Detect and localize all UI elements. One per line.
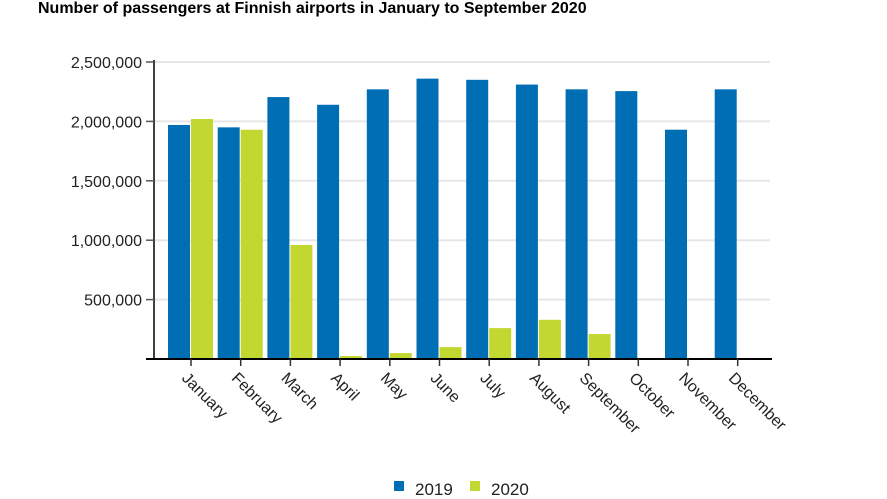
y-tick-label: 2,500,000 <box>71 55 142 72</box>
bar-2020-january <box>191 119 213 359</box>
bar-2020-september <box>588 334 611 359</box>
bar-2020-july <box>489 328 512 359</box>
axes <box>146 60 772 360</box>
bar-2019-november <box>665 129 687 359</box>
bar-2019-september <box>565 89 588 359</box>
x-tick-label: June <box>427 370 464 407</box>
bar-2019-june <box>416 78 439 359</box>
x-tick-label: August <box>526 370 574 418</box>
y-tick-label: 1,500,000 <box>71 174 142 191</box>
legend-label: 2020 <box>491 480 529 499</box>
bar-2019-january <box>168 124 190 360</box>
bar-2020-april <box>340 356 363 359</box>
bar-2019-april <box>317 104 340 359</box>
bar-2019-march <box>267 97 290 360</box>
bar-2019-february <box>217 127 240 359</box>
bar-2020-june <box>439 347 462 359</box>
x-tick-label: April <box>327 370 362 405</box>
x-tick-label: January <box>178 370 230 422</box>
chart-title: Number of passengers at Finnish airports… <box>38 0 587 17</box>
bar-2019-august <box>515 84 538 360</box>
legend-swatch <box>470 481 480 491</box>
bar-2020-august <box>538 319 561 359</box>
x-tick-label: July <box>476 370 508 402</box>
x-tick-label: May <box>377 370 410 403</box>
bar-2019-october <box>615 91 638 359</box>
bar-2020-february <box>240 129 263 359</box>
x-tick-label: February <box>228 370 285 427</box>
x-tick-label: March <box>278 370 321 413</box>
legend-item-2020[interactable]: 2020 <box>470 480 529 499</box>
bar-2019-december <box>714 89 737 359</box>
legend-item-2019[interactable]: 2019 <box>394 480 453 499</box>
bar-2019-may <box>366 89 389 359</box>
y-tick-label: 1,000,000 <box>71 233 142 250</box>
legend-swatch <box>394 481 404 491</box>
legend: 2019 2020 <box>394 480 529 499</box>
bar-2019-july <box>466 79 489 359</box>
y-tick-label: 500,000 <box>84 293 142 310</box>
bar-2020-may <box>389 353 412 359</box>
y-tick-label: 2,000,000 <box>71 114 142 131</box>
bars <box>168 78 737 360</box>
y-axis-ticks: 500,000 1,000,000 1,500,000 2,000,000 2,500,… <box>71 55 154 310</box>
bar-2020-march <box>290 244 313 359</box>
legend-label: 2019 <box>415 480 453 499</box>
